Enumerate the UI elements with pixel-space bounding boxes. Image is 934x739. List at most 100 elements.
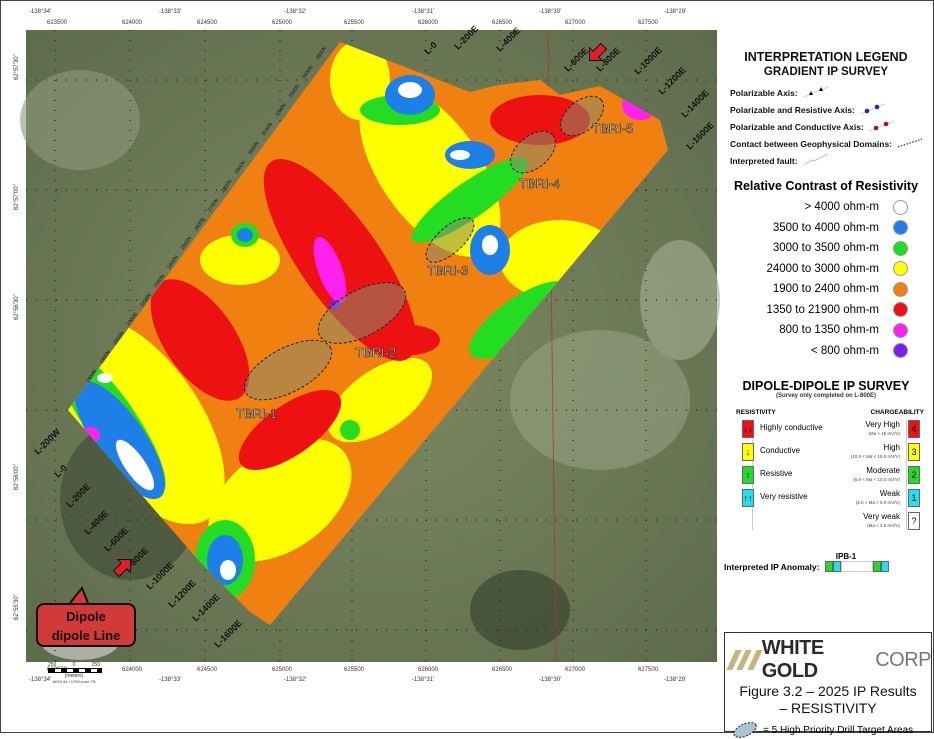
axis-legend-row: Interpreted fault: <box>730 152 930 169</box>
easting-label: 627500 <box>638 20 659 26</box>
drill-target-note: = 5 High Priority Drill Target Areas <box>731 721 931 739</box>
chargeability-symbol-icon: 4 <box>908 420 920 438</box>
axis-label: Polarizable Axis: <box>730 87 798 98</box>
resistivity-legend-row: 3500 to 4000 ohm-m <box>722 218 930 239</box>
easting-label: 623500 <box>47 20 68 26</box>
chargeability-range: (10.0 < Ma < 15.0 mV/V) <box>850 454 900 459</box>
dipole-line-callout: Dipole dipole Line <box>36 603 136 647</box>
arrow-icon-l800e-bottom <box>112 559 131 578</box>
chargeability-range: (Ma < 2.0 mV/V) <box>867 523 900 528</box>
color-swatch-icon <box>893 302 908 318</box>
easting-label: 624000 <box>122 667 143 673</box>
axis-label: Interpreted fault: <box>730 155 798 166</box>
longitude-label: -138°29' <box>664 9 686 15</box>
easting-label: 627000 <box>565 20 586 26</box>
latitude-label: 62°57'30" <box>14 54 20 80</box>
logo-corp: CORP <box>875 648 932 671</box>
figure-title-line-2: – RESISTIVITY <box>779 700 877 716</box>
easting-label: 627500 <box>638 667 659 673</box>
target-ellipse-tbri-4[interactable] <box>503 123 563 181</box>
triangle-marker-icon <box>803 86 828 100</box>
chargeability-label: Weak <box>879 489 900 498</box>
target-label-tbri-3: TBRI-3 <box>427 263 468 278</box>
resistivity-range: 1350 to 21900 ohm-m <box>766 303 879 316</box>
dipole-resistivity-label: Highly conductive <box>760 423 823 432</box>
resistivity-legend-row: 800 to 1350 ohm-m <box>722 320 930 341</box>
resistivity-range: 1900 to 2400 ohm-m <box>772 283 879 296</box>
axis-legend-row: Polarizable and Conductive Axis: <box>730 118 930 135</box>
color-swatch-icon <box>893 322 908 338</box>
chargeability-label: High <box>883 443 900 452</box>
figure-title-line-1: Figure 3.2 – 2025 IP Results <box>739 683 917 699</box>
scale-left: 250 <box>48 662 57 668</box>
color-swatch-icon <box>893 199 908 215</box>
scale-datum: WGS 84 / UTM zone 7N <box>52 679 96 684</box>
color-swatch-icon <box>893 220 908 236</box>
longitude-label: -138°32' <box>284 677 306 683</box>
dipole-legend-grid: ↓↓ Highly conductive ↓ Conductive ↑ Resistive… <box>722 420 930 560</box>
blue-dot-icon <box>860 103 886 117</box>
target-ellipse-tbri-5[interactable] <box>553 88 611 143</box>
chargeability-symbol-icon: 3 <box>908 443 920 461</box>
chargeability-symbol-icon: ? <box>908 512 920 530</box>
longitude-label: -138°32' <box>284 9 306 15</box>
target-ellipse-tbri-3[interactable] <box>419 210 481 269</box>
easting-label: 625000 <box>272 667 293 673</box>
callout-pointer <box>69 586 89 604</box>
axis-label: Contact between Geophysical Domains: <box>730 138 893 149</box>
resistivity-head: RESISTIVITY <box>736 409 776 416</box>
resistivity-symbol-icon: ↓ <box>742 443 754 461</box>
dipole-resistivity-label: Resistive <box>760 469 793 478</box>
chargeability-range: (2.0 < Ma < 5.0 mV/V) <box>855 500 900 505</box>
scale-zero: 0 <box>72 662 76 668</box>
resistivity-legend-row: 1350 to 21900 ohm-m <box>722 300 930 321</box>
target-ellipse-tbri-2[interactable] <box>309 270 415 356</box>
target-ellipse-tbri-1[interactable] <box>235 328 340 412</box>
chargeability-label: Very weak <box>863 512 900 521</box>
color-swatch-icon <box>893 240 908 256</box>
easting-label: 624000 <box>122 20 143 26</box>
axis-legend-row: Contact between Geophysical Domains: <box>730 135 930 152</box>
longitude-label: -138°29' <box>664 677 686 683</box>
dipole-resistivity-label: Very resistive <box>760 492 808 501</box>
scale-right: 250 <box>91 662 100 668</box>
title-block: WHITE GOLD CORP Figure 3.2 – 2025 IP Res… <box>724 632 932 738</box>
scale-bar: 250 0 250 (meters) WGS 84 / UTM zone 7N <box>48 662 102 684</box>
easting-label: 626500 <box>492 20 513 26</box>
latitude-label: 62°57'00" <box>14 184 20 210</box>
easting-label: 624500 <box>197 20 218 26</box>
longitude-label: -138°33' <box>159 677 181 683</box>
resistivity-range: 800 to 1350 ohm-m <box>779 324 879 337</box>
chargeability-range: (Ma > 15 mV/V) <box>868 431 900 436</box>
dipole-title: DIPOLE-DIPOLE IP SURVEY <box>742 379 910 393</box>
anomaly-symbol-icon <box>825 561 890 572</box>
latitude-label: 62°55'30" <box>14 594 20 620</box>
target-note-text: = 5 High Priority Drill Target Areas <box>763 724 914 736</box>
scale-graphic <box>48 668 102 673</box>
resistivity-legend-row: 3000 to 3500 ohm-m <box>722 238 930 259</box>
resistivity-symbol-icon: ↓↓ <box>742 420 754 438</box>
axis-label: Polarizable and Resistive Axis: <box>730 104 855 115</box>
target-label-tbri-2: TBRI-2 <box>355 345 396 360</box>
latitude-label: 62°56'30" <box>14 294 20 320</box>
target-ellipse-icon <box>733 722 757 738</box>
chargeability-range: (5.0 < Ma < 10.0 mV/V) <box>853 477 900 482</box>
callout-line-2: dipole Line <box>51 628 121 643</box>
easting-label: 626000 <box>418 20 439 26</box>
axis-legend-row: Polarizable Axis: <box>730 84 930 101</box>
resistivity-range: 3500 to 4000 ohm-m <box>772 221 879 234</box>
chargeability-label: Moderate <box>866 466 900 475</box>
longitude-label: -138°31' <box>412 9 434 15</box>
target-label-tbri-4: TBRI-4 <box>519 176 560 191</box>
longitude-label: -138°30' <box>539 677 561 683</box>
longitude-label: -138°34' <box>29 9 51 15</box>
dashed-line-icon <box>897 137 923 151</box>
resistivity-range: < 800 ohm-m <box>810 344 879 357</box>
chargeability-label: Very High <box>865 420 900 429</box>
resistivity-range: 3000 to 3500 ohm-m <box>772 242 879 255</box>
target-label-tbri-5: TBRI-5 <box>592 121 633 136</box>
longitude-label: -138°34' <box>29 677 51 683</box>
anomaly-label: Interpreted IP Anomaly: <box>724 561 820 572</box>
target-label-tbri-1: TBRI-1 <box>236 406 277 421</box>
